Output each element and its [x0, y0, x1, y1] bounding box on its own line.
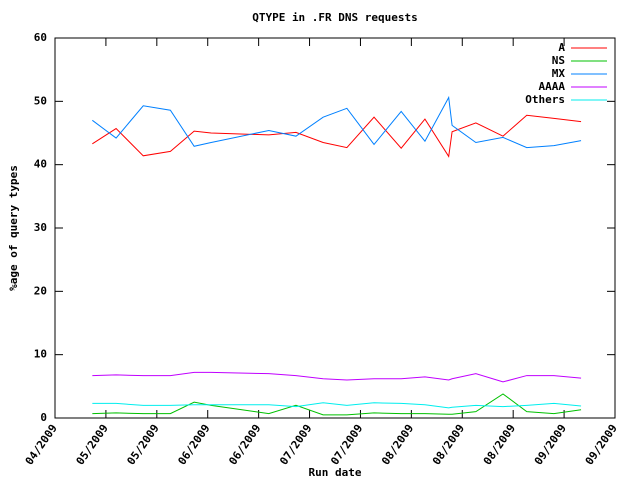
y-tick-label: 60: [34, 31, 47, 44]
y-tick-label: 50: [34, 94, 47, 107]
x-tick-label: 08/2009: [430, 422, 467, 467]
x-tick-label: 07/2009: [277, 422, 314, 467]
x-tick-label: 05/2009: [74, 422, 111, 467]
x-tick-label: 06/2009: [226, 422, 263, 467]
y-tick-label: 10: [34, 348, 47, 361]
x-tick-label: 05/2009: [124, 422, 161, 467]
y-tick-label: 0: [40, 411, 47, 424]
x-tick-label: 09/2009: [583, 422, 620, 467]
series-line: [92, 402, 582, 409]
y-axis-label: %age of query types: [7, 165, 20, 291]
x-tick-label: 09/2009: [532, 422, 569, 467]
legend-label: AAAA: [539, 80, 566, 93]
legend-label: Others: [525, 93, 565, 106]
y-tick-label: 40: [34, 158, 47, 171]
chart-title: QTYPE in .FR DNS requests: [252, 11, 418, 24]
x-tick-label: 07/2009: [328, 422, 365, 467]
legend-label: A: [558, 41, 565, 54]
legend-label: NS: [552, 54, 565, 67]
x-tick-label: 08/2009: [379, 422, 416, 467]
y-tick-label: 30: [34, 221, 47, 234]
x-tick-label: 06/2009: [175, 422, 212, 467]
series-line: [92, 371, 582, 383]
x-tick-label: 08/2009: [481, 422, 518, 467]
series-line: [92, 95, 582, 149]
x-tick-label: 04/2009: [23, 422, 60, 467]
series-line: [92, 393, 582, 416]
x-axis-label: Run date: [309, 466, 362, 479]
y-tick-label: 20: [34, 284, 47, 297]
legend-label: MX: [552, 67, 566, 80]
series-line: [92, 114, 582, 158]
